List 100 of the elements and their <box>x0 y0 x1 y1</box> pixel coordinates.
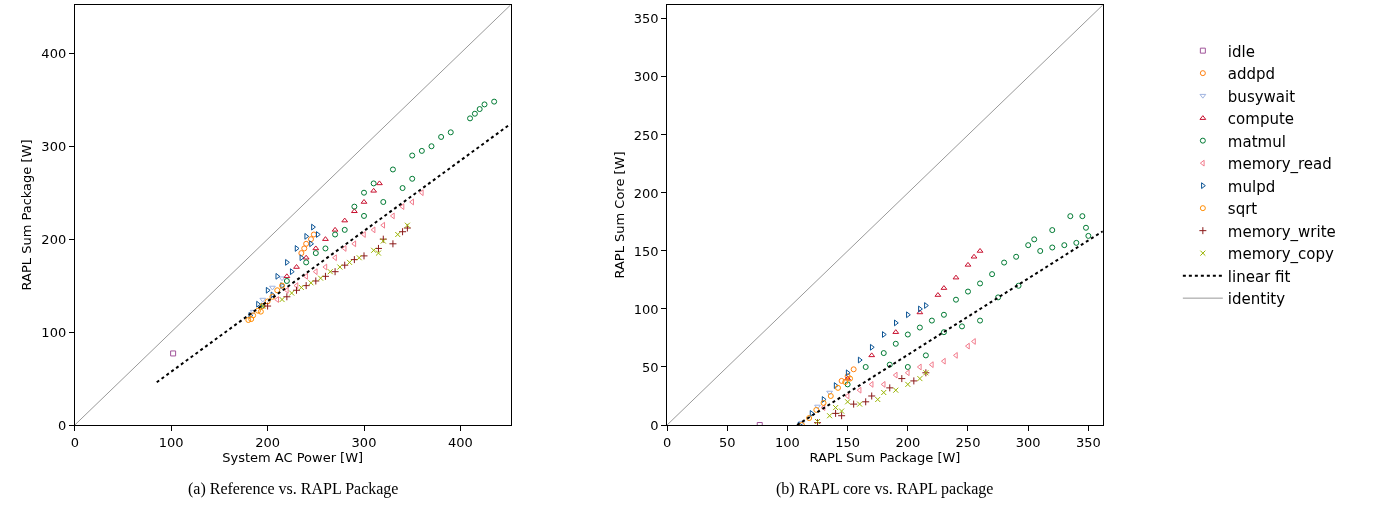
point <box>806 415 813 422</box>
point <box>867 391 876 400</box>
point <box>976 247 984 253</box>
point <box>922 352 929 359</box>
y-tick-label: 150 <box>633 243 659 259</box>
point <box>301 245 308 252</box>
point <box>418 147 425 154</box>
y-tick-label: 200 <box>633 185 659 201</box>
point <box>265 286 271 294</box>
point <box>1079 213 1086 220</box>
legend-label: linear fit <box>1227 267 1291 286</box>
point <box>274 296 279 303</box>
point <box>869 343 875 351</box>
point <box>880 350 887 357</box>
point <box>924 302 929 309</box>
point <box>880 389 887 396</box>
point <box>977 280 984 287</box>
point <box>360 198 368 204</box>
legend-label: idle <box>1227 42 1255 61</box>
point <box>1025 242 1032 249</box>
legend-label: memory_write <box>1227 222 1336 242</box>
point <box>257 308 264 315</box>
point <box>845 369 851 377</box>
point <box>394 231 401 238</box>
point <box>1082 224 1089 231</box>
y-tick-label: 0 <box>57 417 67 433</box>
text: (a) Reference vs. RAPL Package <box>188 480 399 498</box>
point <box>254 307 261 314</box>
y-tick-label: 300 <box>41 138 67 154</box>
point <box>409 152 416 159</box>
point <box>370 187 378 193</box>
point <box>285 259 290 266</box>
point <box>289 268 295 276</box>
point <box>832 404 839 411</box>
legend-label: identity <box>1227 290 1286 308</box>
point <box>302 254 310 260</box>
point <box>892 387 899 394</box>
text: (b) RAPL core vs. RAPL package <box>776 480 994 498</box>
point <box>491 98 498 105</box>
point <box>403 224 412 233</box>
point <box>989 271 996 278</box>
x-tick-label: 150 <box>835 434 861 450</box>
x-axis-title: System AC Power [W] <box>222 450 364 466</box>
point <box>274 287 281 294</box>
point <box>952 296 959 303</box>
point <box>248 316 255 323</box>
point <box>361 231 366 238</box>
point <box>245 317 252 323</box>
point <box>892 371 898 379</box>
point <box>481 101 488 108</box>
x-tick-label: 100 <box>158 434 184 450</box>
x-tick-label: 300 <box>1015 434 1041 450</box>
point <box>389 166 396 173</box>
point <box>849 400 858 409</box>
point <box>916 375 923 382</box>
point <box>380 198 387 205</box>
point <box>351 203 358 210</box>
point <box>311 276 320 285</box>
point <box>341 245 347 252</box>
point <box>904 369 910 377</box>
point <box>467 115 474 122</box>
point <box>263 302 272 311</box>
point <box>916 363 922 371</box>
point <box>928 317 935 324</box>
point <box>388 239 397 248</box>
point <box>952 274 960 280</box>
point <box>293 264 300 269</box>
point <box>322 263 328 271</box>
point <box>288 290 295 297</box>
point <box>1031 236 1038 243</box>
point <box>447 129 454 136</box>
point <box>850 366 857 373</box>
point <box>885 383 894 392</box>
point <box>977 317 984 324</box>
x-tick-label: 0 <box>70 434 79 450</box>
point <box>965 288 971 295</box>
point <box>315 231 321 238</box>
point <box>279 296 286 303</box>
point <box>897 374 906 383</box>
point <box>331 226 339 232</box>
x-tick-label: 200 <box>895 434 921 450</box>
point <box>170 350 177 357</box>
point <box>964 261 972 267</box>
point <box>312 245 320 251</box>
point <box>970 253 978 259</box>
point <box>361 189 367 196</box>
point <box>269 285 276 291</box>
point <box>838 408 845 415</box>
point <box>844 398 851 405</box>
point <box>303 240 310 247</box>
point <box>892 340 899 347</box>
point <box>904 331 911 338</box>
point <box>418 189 424 197</box>
x-tick-label: 200 <box>255 434 281 450</box>
point <box>299 254 305 262</box>
legend-label: addpd <box>1227 65 1276 83</box>
point <box>1049 227 1056 234</box>
point <box>336 264 343 271</box>
point <box>940 329 947 336</box>
point <box>940 311 947 318</box>
